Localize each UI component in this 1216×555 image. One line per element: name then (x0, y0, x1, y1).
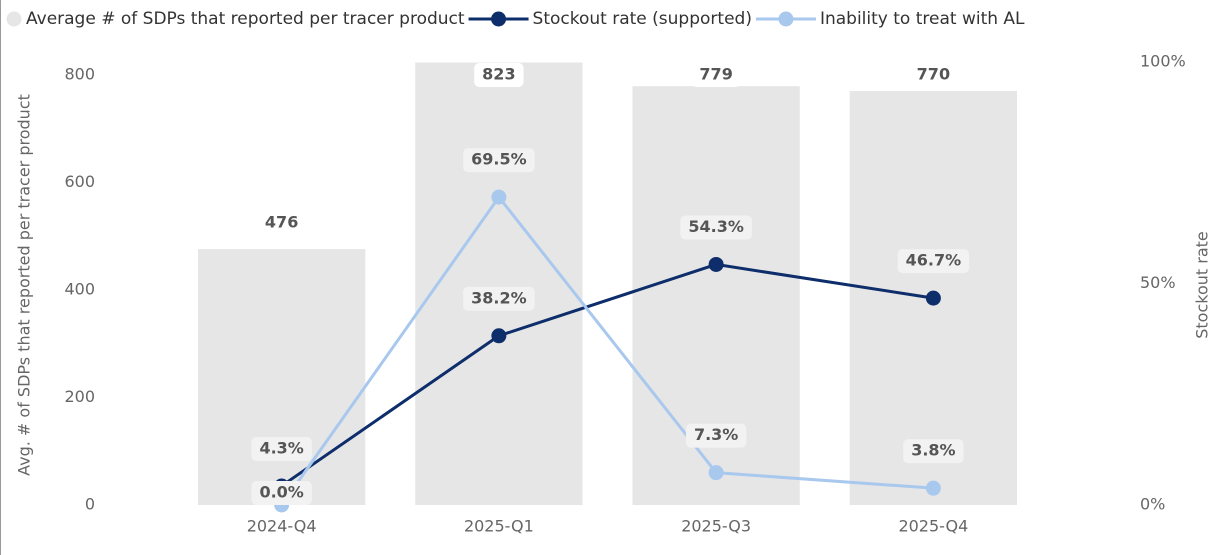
legend-label: Average # of SDPs that reported per trac… (26, 9, 465, 29)
point (491, 189, 507, 205)
label-box (685, 423, 747, 448)
label-box (897, 249, 970, 274)
x-tick-label: 2025-Q3 (681, 517, 751, 536)
x-tick-label: 2025-Q1 (464, 517, 534, 536)
legend-marker (778, 11, 794, 27)
y-tick-label: 800 (64, 64, 95, 83)
y2-tick-label: 0% (1140, 495, 1165, 514)
data-label: 779 (699, 65, 732, 84)
data-label: 476 (265, 213, 298, 232)
label-box (908, 63, 959, 87)
y2-tick-label: 50% (1140, 273, 1176, 292)
point (925, 480, 941, 496)
line (280, 262, 934, 488)
label-box (903, 439, 964, 464)
label-box (256, 211, 307, 236)
y-axis-title: Avg. # of SDPs that reported per tracer … (15, 94, 34, 476)
data-label: 54.3% (688, 217, 744, 236)
label-box (474, 63, 524, 87)
data-label: 7.3% (694, 425, 738, 444)
label-box (251, 481, 312, 505)
label-box (463, 286, 535, 311)
bar (415, 62, 583, 505)
point (708, 256, 724, 272)
y-tick-label: 600 (64, 172, 95, 191)
legend-marker (491, 11, 507, 27)
y2-tick-label: 100% (1140, 52, 1186, 71)
data-label: 3.8% (911, 441, 955, 460)
x-tick-label: 2024-Q4 (247, 517, 317, 536)
data-label: 770 (917, 65, 950, 84)
data-label: 69.5% (471, 150, 527, 169)
legend-label: Stockout rate (supported) (533, 9, 752, 29)
x-tick-label: 2025-Q4 (898, 517, 968, 536)
data-label: 38.2% (471, 288, 527, 307)
y2-axis-title: Stockout rate (1193, 231, 1212, 339)
point (491, 328, 507, 344)
legend-marker (6, 11, 22, 27)
legend-label: Inability to treat with AL (820, 9, 1025, 29)
line (280, 194, 934, 506)
data-label: 46.7% (906, 251, 962, 270)
y-tick-label: 0 (85, 495, 95, 514)
point (925, 290, 941, 306)
data-label: 4.3% (259, 438, 303, 457)
y-tick-label: 400 (64, 279, 95, 298)
y-tick-label: 200 (64, 387, 95, 406)
point (708, 465, 724, 481)
label-box (251, 436, 312, 461)
data-label: 0.0% (259, 483, 303, 502)
label-box (463, 148, 535, 173)
data-label: 823 (482, 65, 515, 84)
bar (197, 249, 366, 505)
label-box (680, 215, 752, 240)
label-box (691, 63, 741, 87)
